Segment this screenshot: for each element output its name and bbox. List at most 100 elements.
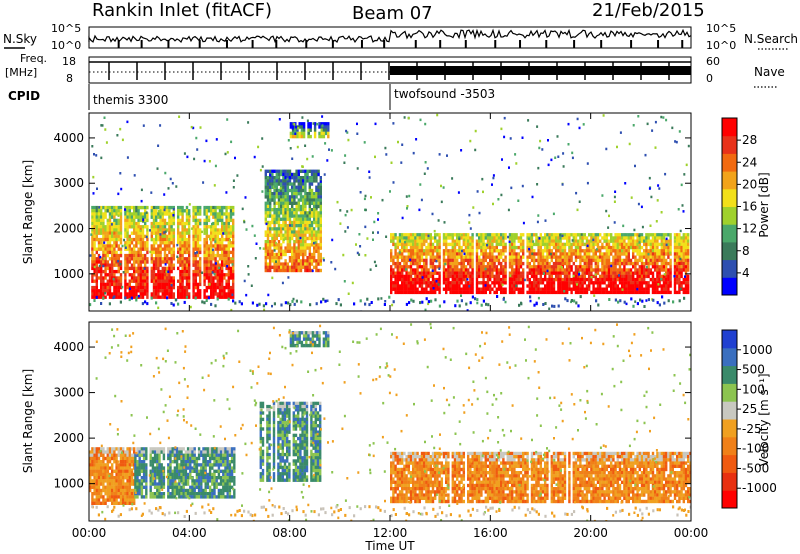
data-cell [467, 284, 470, 288]
data-cell [181, 221, 184, 226]
data-cell [159, 282, 162, 287]
data-cell [140, 199, 143, 203]
data-cell [194, 205, 197, 210]
data-cell [409, 284, 413, 288]
data-cell [273, 243, 276, 247]
data-cell [291, 211, 294, 215]
data-cell [517, 271, 520, 275]
data-cell [667, 249, 670, 253]
data-cell [585, 284, 589, 288]
data-cell [135, 231, 138, 235]
data-cell [614, 242, 617, 247]
data-cell [308, 246, 311, 250]
data-cell [277, 188, 281, 193]
data-cell [645, 299, 648, 302]
data-cell [541, 277, 545, 282]
data-cell [196, 247, 200, 251]
data-cell [170, 292, 173, 296]
data-cell [273, 179, 276, 182]
data-cell [273, 246, 276, 250]
data-cell [475, 255, 479, 259]
data-cell [552, 245, 556, 250]
data-cell [513, 274, 516, 279]
data-cell [533, 271, 536, 275]
data-cell [119, 218, 123, 223]
data-cell [486, 265, 490, 269]
data-cell [210, 237, 213, 242]
data-cell [529, 299, 532, 303]
data-cell [511, 242, 514, 247]
data-cell [627, 245, 630, 250]
data-cell [533, 268, 536, 272]
data-cell [579, 268, 582, 272]
data-cell [183, 276, 186, 280]
data-cell [155, 215, 158, 219]
data-cell [675, 140, 678, 144]
data-cell [286, 185, 289, 189]
data-cell [511, 290, 514, 295]
data-cell [139, 241, 142, 245]
data-cell [100, 209, 103, 213]
data-cell [146, 285, 149, 290]
data-cell [475, 265, 479, 269]
data-cell [218, 269, 222, 274]
data-cell [119, 276, 123, 280]
data-cell [548, 271, 551, 275]
data-cell [177, 212, 180, 216]
data-cell [438, 258, 441, 263]
data-cell [561, 249, 564, 253]
data-cell [629, 268, 633, 272]
data-cell [396, 255, 399, 259]
data-cell [511, 239, 514, 243]
data-cell [515, 265, 518, 269]
data-cell [104, 244, 107, 248]
data-cell [306, 195, 309, 199]
data-cell [159, 250, 162, 255]
data-cell [425, 284, 428, 288]
data-cell [592, 274, 595, 279]
data-cell [396, 265, 399, 269]
data-cell [218, 279, 222, 283]
data-cell [253, 234, 256, 237]
data-cell [269, 192, 272, 196]
data-cell [273, 227, 276, 231]
data-cell [282, 179, 285, 183]
data-cell [157, 244, 160, 248]
data-cell [396, 284, 399, 288]
data-cell [414, 255, 417, 259]
data-cell [574, 245, 578, 250]
data-cell [137, 294, 140, 298]
data-cell [225, 253, 228, 258]
data-cell [453, 255, 457, 259]
data-cell [119, 241, 123, 245]
data-cell [634, 233, 637, 237]
data-cell [111, 228, 114, 232]
data-cell [566, 290, 569, 295]
data-cell [306, 224, 309, 228]
data-cell [392, 236, 395, 240]
data-cell [453, 281, 457, 285]
data-cell [104, 215, 107, 219]
data-cell [566, 242, 569, 247]
data-cell [214, 262, 217, 265]
data-cell [480, 265, 483, 269]
data-cell [561, 281, 564, 285]
data-cell [612, 287, 615, 291]
data-cell [610, 261, 613, 266]
data-cell [181, 209, 184, 213]
data-cell [462, 284, 465, 288]
data-cell [508, 233, 512, 237]
data-cell [660, 258, 663, 263]
data-cell [522, 284, 525, 288]
data-cell [601, 290, 604, 295]
data-cell [179, 257, 182, 261]
data-cell [146, 237, 149, 242]
data-cell [185, 289, 189, 293]
data-cell [486, 274, 490, 279]
data-cell [538, 146, 541, 150]
data-cell [304, 243, 307, 247]
data-cell [93, 237, 96, 242]
data-cell [95, 273, 98, 277]
data-cell [159, 225, 162, 229]
data-cell [627, 287, 630, 291]
